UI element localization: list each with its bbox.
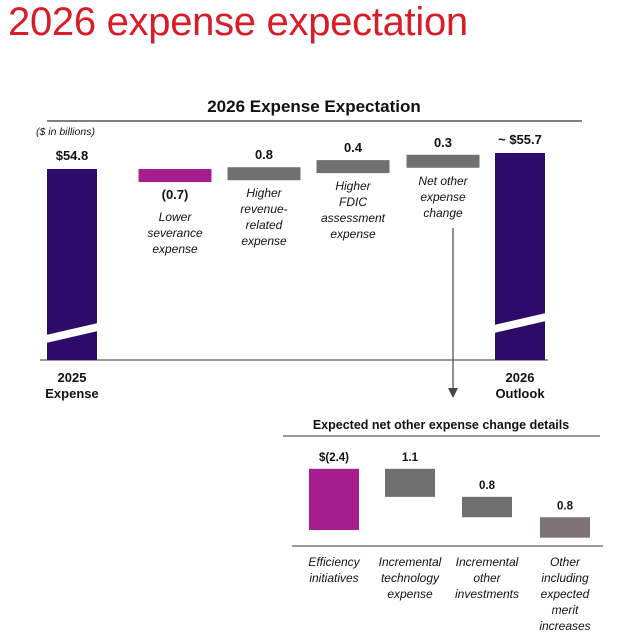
detail-decrease-bar [309, 468, 359, 530]
total-value-label: ~ $55.7 [498, 132, 542, 147]
delta-category-label: Higher [246, 186, 282, 200]
detail-category-label: Other [550, 555, 581, 569]
detail-increase-bar [540, 517, 590, 538]
detail-category-label: including [541, 571, 589, 585]
detail-value-label: 0.8 [557, 500, 574, 512]
unit-note: ($ in billions) [36, 126, 95, 138]
detail-category-label: other [473, 571, 501, 585]
delta-value-label: (0.7) [162, 187, 189, 202]
delta-category-label: Net other [418, 174, 468, 188]
axis-break-gap [46, 323, 98, 343]
delta-category-label: related [246, 218, 283, 232]
detail-value-label: 1.1 [402, 452, 419, 464]
total-category-label: 2025 [58, 370, 87, 385]
total-value-label: $54.8 [56, 148, 89, 163]
detail-category-label: merit [552, 603, 579, 617]
detail-category-label: Incremental [456, 555, 519, 569]
detail-category-label: Incremental [379, 555, 442, 569]
delta-category-label: expense [330, 227, 376, 241]
delta-category-label: FDIC [339, 195, 367, 209]
delta-category-label: expense [152, 242, 198, 256]
detail-category-label: increases [539, 619, 590, 633]
total-category-label: Outlook [495, 386, 545, 401]
main-chart-title: 2026 Expense Expectation [207, 97, 421, 116]
detail-value-label: $(2.4) [319, 452, 349, 464]
delta-value-label: 0.3 [434, 135, 452, 150]
delta-category-label: expense [420, 190, 466, 204]
detail-arrow-head [448, 388, 458, 398]
axis-break-gap [494, 313, 546, 333]
total-category-label: 2026 [506, 370, 535, 385]
detail-category-label: initiatives [309, 571, 358, 585]
delta-category-label: Lower [159, 210, 193, 224]
delta-category-label: severance [147, 226, 203, 240]
detail-category-label: expense [387, 587, 433, 601]
delta-category-label: revenue- [240, 202, 287, 216]
detail-category-label: technology [381, 571, 440, 585]
detail-chart-title: Expected net other expense change detail… [313, 418, 569, 432]
delta-category-label: assessment [321, 211, 386, 225]
decrease-bar [138, 169, 212, 182]
increase-bar [227, 167, 301, 181]
delta-category-label: change [423, 206, 463, 220]
increase-bar [316, 160, 390, 174]
detail-increase-bar [385, 468, 435, 497]
page-title: 2026 expense expectation [8, 0, 468, 44]
detail-increase-bar [462, 496, 512, 518]
delta-value-label: 0.4 [344, 140, 363, 155]
detail-category-label: Efficiency [308, 555, 360, 569]
delta-category-label: Higher [335, 179, 371, 193]
increase-bar [406, 154, 480, 168]
detail-category-label: expected [541, 587, 590, 601]
detail-category-label: investments [455, 587, 519, 601]
delta-category-label: expense [241, 234, 287, 248]
total-category-label: Expense [45, 386, 98, 401]
detail-value-label: 0.8 [479, 480, 496, 492]
delta-value-label: 0.8 [255, 147, 273, 162]
